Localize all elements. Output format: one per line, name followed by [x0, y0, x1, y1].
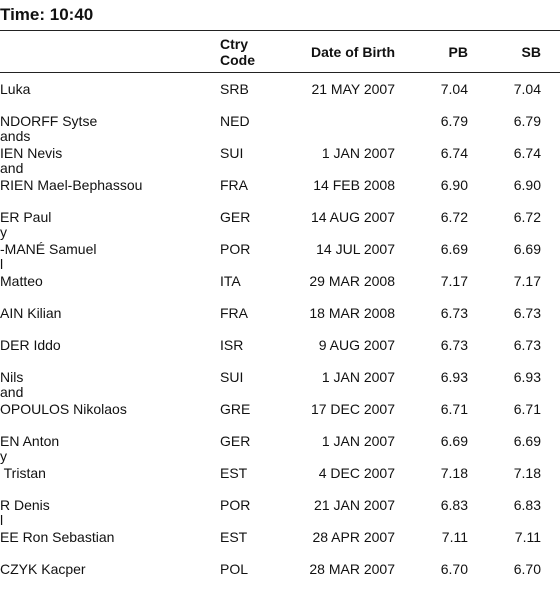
date-of-birth: 21 JAN 2007 — [314, 497, 395, 513]
season-best: 6.69 — [513, 433, 541, 449]
personal-best: 6.83 — [440, 497, 468, 513]
country-name: y — [0, 448, 7, 464]
country-code: POR — [220, 497, 251, 513]
season-best: 7.04 — [513, 81, 541, 97]
country-code: GER — [220, 209, 251, 225]
country-code: NED — [220, 113, 250, 129]
column-header: Code — [220, 52, 255, 68]
country-code: SRB — [220, 81, 249, 97]
country-code: POR — [220, 241, 251, 257]
personal-best: 6.69 — [440, 433, 468, 449]
athlete-name: RIEN Mael-Bephassou — [0, 177, 143, 193]
date-of-birth: 17 DEC 2007 — [310, 401, 395, 417]
country-code: ISR — [220, 337, 244, 353]
country-name: l — [0, 256, 4, 272]
athlete-name: R Denis — [0, 497, 50, 513]
date-of-birth: 14 JUL 2007 — [316, 241, 395, 257]
season-best: 6.69 — [513, 241, 541, 257]
personal-best: 7.11 — [441, 529, 468, 545]
season-best: 6.73 — [513, 305, 541, 321]
personal-best: 6.74 — [440, 145, 468, 161]
personal-best: 6.72 — [440, 209, 468, 225]
season-best: 6.83 — [513, 497, 541, 513]
date-of-birth: 29 MAR 2008 — [309, 273, 395, 289]
personal-best: 7.04 — [440, 81, 468, 97]
rule — [0, 72, 560, 73]
athlete-name: Luka — [0, 81, 31, 97]
column-header: PB — [448, 44, 468, 60]
athlete-name: ER Paul — [0, 209, 52, 225]
date-of-birth: 1 JAN 2007 — [321, 145, 395, 161]
date-of-birth: 14 AUG 2007 — [310, 209, 395, 225]
personal-best: 7.17 — [440, 273, 468, 289]
personal-best: 7.18 — [440, 465, 468, 481]
athlete-name: OPOULOS Nikolaos — [0, 401, 127, 417]
country-code: FRA — [220, 305, 248, 321]
athlete-name: Nils — [0, 369, 24, 385]
country-code: EST — [220, 465, 248, 481]
title: Time: 10:40 — [0, 5, 94, 24]
athlete-name: EE Ron Sebastian — [0, 529, 115, 545]
season-best: 6.79 — [513, 113, 541, 129]
date-of-birth: 18 MAR 2008 — [309, 305, 395, 321]
athlete-name: Tristan — [0, 465, 46, 481]
personal-best: 6.69 — [440, 241, 468, 257]
personal-best: 6.90 — [440, 177, 468, 193]
season-best: 6.90 — [513, 177, 541, 193]
season-best: 6.71 — [513, 401, 541, 417]
date-of-birth: 14 FEB 2008 — [313, 177, 395, 193]
date-of-birth: 28 MAR 2007 — [309, 561, 395, 577]
personal-best: 6.73 — [440, 337, 468, 353]
athlete-name: EN Anton — [0, 433, 60, 449]
country-code: ITA — [220, 273, 241, 289]
season-best: 6.70 — [513, 561, 541, 577]
season-best: 7.17 — [513, 273, 541, 289]
country-code: EST — [220, 529, 248, 545]
athlete-name: NDORFF Sytse — [0, 113, 98, 129]
athlete-name: -MANÉ Samuel — [0, 241, 97, 257]
date-of-birth: 28 APR 2007 — [312, 529, 395, 545]
personal-best: 6.73 — [440, 305, 468, 321]
country-code: POL — [220, 561, 249, 577]
season-best: 6.72 — [513, 209, 541, 225]
athlete-name: DER Iddo — [0, 337, 61, 353]
personal-best: 6.71 — [440, 401, 468, 417]
date-of-birth: 4 DEC 2007 — [318, 465, 395, 481]
column-header: Ctry — [220, 36, 249, 52]
country-name: and — [0, 384, 24, 400]
date-of-birth: 21 MAY 2007 — [311, 81, 395, 97]
column-header: SB — [521, 44, 541, 60]
personal-best: 6.70 — [440, 561, 468, 577]
season-best: 6.74 — [513, 145, 541, 161]
country-code: GRE — [220, 401, 251, 417]
country-name: ands — [0, 128, 31, 144]
country-code: FRA — [220, 177, 248, 193]
date-of-birth: 1 JAN 2007 — [321, 369, 395, 385]
athlete-name: IEN Nevis — [0, 145, 63, 161]
rule — [0, 30, 560, 31]
season-best: 6.93 — [513, 369, 541, 385]
country-code: GER — [220, 433, 251, 449]
column-header: Date of Birth — [311, 44, 395, 60]
country-name: l — [0, 512, 4, 528]
athlete-name: CZYK Kacper — [0, 561, 86, 577]
athlete-name: AIN Kilian — [0, 305, 62, 321]
season-best: 7.11 — [514, 529, 541, 545]
country-name: y — [0, 224, 7, 240]
athlete-name: Matteo — [0, 273, 43, 289]
date-of-birth: 1 JAN 2007 — [321, 433, 395, 449]
season-best: 7.18 — [513, 465, 541, 481]
personal-best: 6.93 — [440, 369, 468, 385]
season-best: 6.73 — [513, 337, 541, 353]
country-name: and — [0, 160, 24, 176]
personal-best: 6.79 — [440, 113, 468, 129]
date-of-birth: 9 AUG 2007 — [318, 337, 395, 353]
country-code: SUI — [220, 145, 244, 161]
country-code: SUI — [220, 369, 244, 385]
